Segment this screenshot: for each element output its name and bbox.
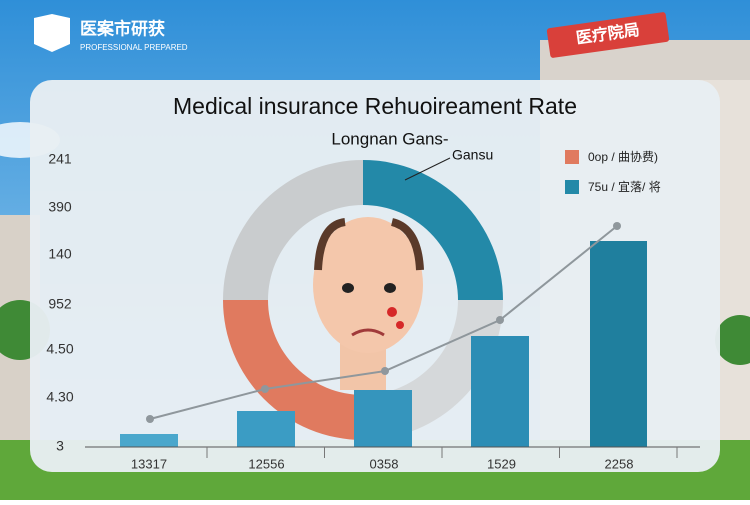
title: Medical insurance Rehuoireament Rate xyxy=(173,93,577,119)
logo-name: 医案市研获 xyxy=(80,18,165,38)
eye xyxy=(384,283,396,293)
tear xyxy=(396,321,404,329)
legend-swatch xyxy=(565,150,579,164)
logo-shield xyxy=(34,14,70,52)
x-label: 2258 xyxy=(605,456,634,471)
mouth xyxy=(351,328,385,337)
bar xyxy=(120,434,178,447)
y-label: 140 xyxy=(48,246,72,262)
y-label: 4.30 xyxy=(46,389,73,405)
bar xyxy=(590,241,647,447)
bar xyxy=(354,390,412,447)
y-label: 952 xyxy=(48,296,72,312)
point xyxy=(261,385,269,393)
eye xyxy=(342,283,354,293)
y-label: 390 xyxy=(48,199,72,215)
donut-segment xyxy=(223,160,363,300)
bars xyxy=(120,241,647,447)
sign xyxy=(546,12,670,58)
logo-tagline: PROFESSIONAL PREPARED xyxy=(80,43,188,52)
point xyxy=(496,316,504,324)
point xyxy=(146,415,154,423)
y-label: 4.50 xyxy=(46,341,73,357)
bar xyxy=(471,336,529,447)
x-label: 1529 xyxy=(487,456,516,471)
point xyxy=(613,222,621,230)
y-label: 241 xyxy=(48,151,72,167)
y-label: 3 xyxy=(56,438,64,454)
trend-points xyxy=(146,222,621,423)
subtitle: Longnan Gans- xyxy=(331,129,448,148)
hair xyxy=(314,218,424,271)
face xyxy=(313,217,423,353)
legend-label: 0op / 曲协费) xyxy=(588,149,658,164)
donut-segment xyxy=(363,160,503,300)
point xyxy=(381,367,389,375)
x-label: 0358 xyxy=(370,456,399,471)
legend-label: 75u / 宜落/ 将 xyxy=(588,179,661,194)
callout-line xyxy=(404,157,451,181)
tree xyxy=(715,315,750,365)
x-label: 13317 xyxy=(131,456,167,471)
legend-swatch xyxy=(565,180,579,194)
callout: Gansu xyxy=(452,147,493,163)
donut-segment xyxy=(223,300,363,440)
bar xyxy=(237,411,295,447)
x-label: 12556 xyxy=(248,456,284,471)
tear xyxy=(387,307,397,317)
